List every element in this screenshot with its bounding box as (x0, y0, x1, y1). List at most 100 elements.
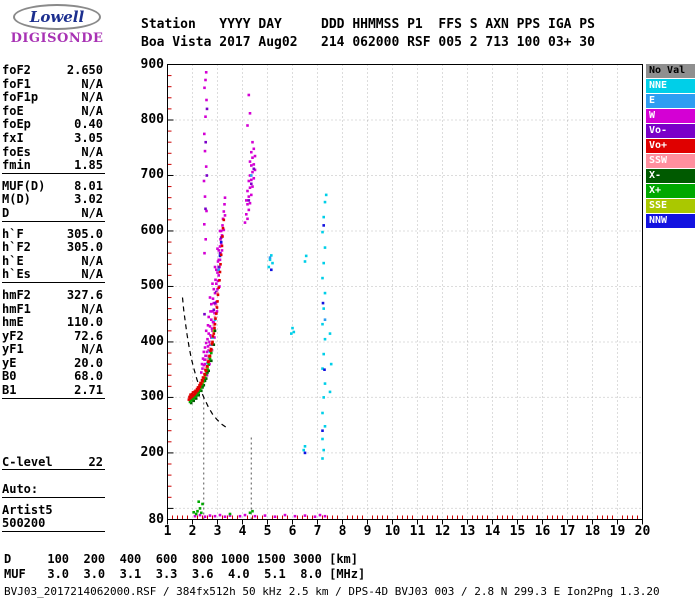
x-axis-label-13: 13 (459, 524, 476, 539)
y-axis-label-800: 800 (140, 111, 164, 127)
legend-item-noval: No Val (646, 64, 695, 78)
muf-values-row: MUF 3.0 3.0 3.1 3.3 3.6 4.0 5.1 8.0 [MHz… (4, 567, 366, 581)
logo-digisonde-text: DIGISONDE (10, 31, 104, 46)
param-value: 20.0 (74, 355, 103, 370)
param-row-fof1: foF1 N/A (2, 77, 105, 92)
param-value: 0.40 (74, 117, 103, 132)
legend-item-e: E (646, 94, 695, 108)
param-value: 8.01 (74, 178, 103, 193)
param-label: h`Es (2, 267, 31, 282)
y-axis-label-80: 80 (148, 511, 164, 527)
param-row-ye: yE 20.0 (2, 355, 105, 371)
x-axis-label-7: 7 (313, 524, 322, 539)
x-axis-label-12: 12 (434, 524, 451, 539)
param-label: foE (2, 103, 24, 118)
param-row-500200: 500200 (2, 517, 105, 531)
x-axis-label-10: 10 (384, 524, 401, 539)
param-value: 305.0 (66, 226, 103, 241)
logo-lowell-text: Lowell (29, 8, 85, 26)
param-label: yF2 (2, 328, 24, 343)
param-row-fof1p: foF1p N/A (2, 91, 105, 105)
param-row-mufd: MUF(D) 8.01 (2, 178, 105, 194)
param-row-foe: foE N/A (2, 103, 105, 119)
param-value: N/A (81, 103, 103, 118)
param-value: N/A (81, 301, 103, 316)
parameter-group: Artist5 500200 (2, 502, 105, 533)
legend-item-x-minus: X- (646, 169, 695, 183)
param-label: h`E (2, 253, 24, 268)
param-label: foEs (2, 144, 31, 159)
y-axis-label-500: 500 (140, 278, 164, 294)
param-value: 327.6 (66, 287, 103, 302)
param-row-fof2: foF2 2.650 (2, 63, 105, 78)
param-label: B1 (2, 383, 17, 398)
param-label: yE (2, 355, 17, 370)
param-row-yf1: yF1 N/A (2, 343, 105, 357)
param-value: N/A (81, 253, 103, 268)
param-row-he: h`E N/A (2, 253, 105, 269)
param-row-hme: hmE 110.0 (2, 315, 105, 330)
x-axis-label-9: 9 (363, 524, 372, 539)
param-value: N/A (81, 144, 103, 159)
ionogram-plot (167, 64, 643, 525)
legend-item-x-plus: X+ (646, 184, 695, 198)
param-value: 1.85 (74, 158, 103, 173)
param-label: h`F (2, 226, 24, 241)
param-value: 3.05 (74, 130, 103, 145)
x-axis-label-18: 18 (584, 524, 601, 539)
x-axis-label-1: 1 (163, 524, 172, 539)
param-row-clevel: C-level 22 (2, 454, 105, 470)
param-value: 22 (88, 454, 103, 469)
x-axis-label-4: 4 (238, 524, 247, 539)
param-row-hmf2: hmF2 327.6 (2, 287, 105, 303)
x-axis-label-14: 14 (484, 524, 501, 539)
x-axis-label-20: 20 (634, 524, 651, 539)
param-value: 68.0 (74, 369, 103, 384)
header-line-2: Boa Vista 2017 Aug02 214 062000 RSF 005 … (141, 35, 595, 50)
parameter-group: foF2 2.650 foF1 N/A foF1p N/A foE N/A foEp 0.40 fx… (2, 63, 105, 174)
series-NNE (206, 193, 333, 460)
x-axis-label-17: 17 (559, 524, 576, 539)
y-axis-label-700: 700 (140, 167, 164, 183)
param-label: yF1 (2, 342, 24, 357)
param-row-hf2: h`F2 305.0 (2, 241, 105, 255)
param-value: 3.02 (74, 192, 103, 207)
parameter-group: h`F 305.0 h`F2 305.0 h`E N/A h`Es N/A (2, 226, 105, 283)
param-row-auto: Auto: (2, 483, 105, 497)
param-label: B0 (2, 369, 17, 384)
param-value: 305.0 (66, 240, 103, 255)
lowell-digisonde-logo: Lowell DIGISONDE (6, 4, 108, 50)
param-row-md: M(D) 3.02 (2, 193, 105, 207)
param-value: N/A (81, 342, 103, 357)
param-row-fmin: fmin 1.85 (2, 159, 105, 173)
parameter-panel: foF2 2.650 foF1 N/A foF1p N/A foE N/A foEp 0.40 fx… (2, 63, 105, 538)
param-row-foep: foEp 0.40 (2, 118, 105, 132)
param-label: foEp (2, 117, 31, 132)
ionogram-plot-area (167, 64, 643, 526)
x-axis-label-16: 16 (534, 524, 551, 539)
param-label: fxI (2, 130, 24, 145)
x-axis-label-19: 19 (609, 524, 626, 539)
param-value: 72.6 (74, 328, 103, 343)
legend-item-ssw: SSW (646, 154, 695, 168)
param-row-hes: h`Es N/A (2, 268, 105, 282)
param-label: MUF(D) (2, 178, 46, 193)
y-axis-label-900: 900 (140, 56, 164, 72)
param-label: M(D) (2, 192, 31, 207)
param-row-hmf1: hmF1 N/A (2, 301, 105, 317)
param-row-yf2: yF2 72.6 (2, 328, 105, 344)
parameter-group: C-level 22 (2, 454, 105, 471)
param-label: fmin (2, 158, 31, 173)
y-axis-label-200: 200 (140, 444, 164, 460)
param-value: 110.0 (66, 315, 103, 330)
param-value: N/A (81, 205, 103, 220)
y-axis-label-300: 300 (140, 389, 164, 405)
legend-item-sse: SSE (646, 199, 695, 213)
series-Vo+ (187, 218, 226, 401)
param-label: 500200 (2, 516, 46, 531)
param-value: N/A (81, 90, 103, 105)
param-label: foF1p (2, 90, 39, 105)
param-label: hmF1 (2, 301, 31, 316)
param-label: Artist5 (2, 502, 53, 517)
